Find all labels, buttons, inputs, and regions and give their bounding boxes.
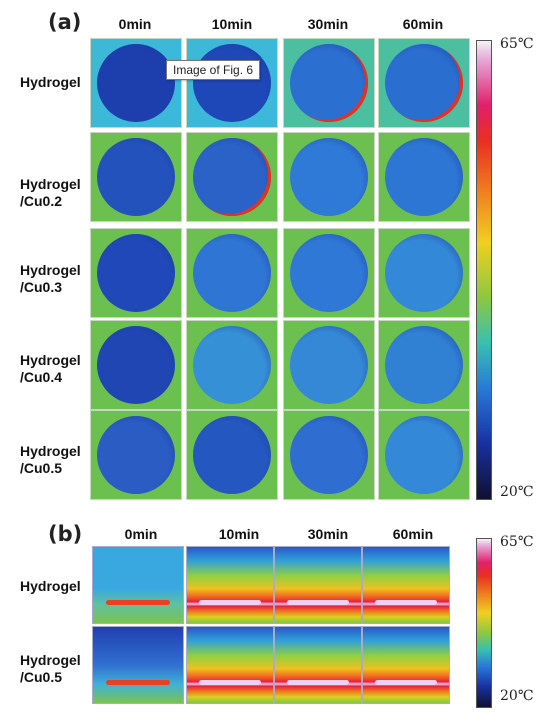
- thermal-image-a-r4-c1: [186, 410, 278, 500]
- sample-disc: [385, 416, 463, 494]
- heating-strip: [375, 600, 437, 606]
- col-label-b-2: 30min: [307, 526, 349, 542]
- thermal-image-a-r3-c3: [378, 320, 470, 410]
- sample-disc: [385, 138, 463, 216]
- row-label-a-3: Hydrogel/Cu0.4: [20, 352, 81, 385]
- thermal-image-a-r4-c0: [90, 410, 182, 500]
- colorbar-b: [476, 538, 492, 708]
- colorbar-b-min: 20℃: [500, 688, 534, 704]
- side-thermal-image-b-r0-c0: [92, 546, 184, 624]
- heating-strip: [199, 600, 261, 606]
- sample-disc: [290, 44, 368, 122]
- heating-strip: [375, 680, 437, 686]
- sample-disc: [97, 234, 175, 312]
- thermal-image-a-r4-c2: [283, 410, 375, 500]
- col-label-b-1: 10min: [218, 526, 260, 542]
- side-thermal-image-b-r0-c2: [274, 546, 362, 624]
- colorbar-b-max: 65℃: [500, 534, 534, 550]
- sample-disc: [290, 234, 368, 312]
- row-label-b-0: Hydrogel: [20, 578, 81, 594]
- sample-disc: [290, 326, 368, 404]
- heating-strip: [105, 600, 171, 606]
- sample-disc: [193, 416, 271, 494]
- side-thermal-image-b-r0-c1: [186, 546, 274, 624]
- thermal-image-a-r0-c1: [186, 38, 278, 128]
- thermal-image-a-r3-c0: [90, 320, 182, 410]
- heating-strip: [287, 600, 349, 606]
- row-label-a-1: Hydrogel/Cu0.2: [20, 176, 81, 209]
- thermal-image-a-r3-c1: [186, 320, 278, 410]
- sample-disc: [97, 326, 175, 404]
- col-label-a-1: 10min: [211, 16, 253, 32]
- image-tooltip: Image of Fig. 6: [166, 60, 261, 80]
- heating-strip: [199, 680, 261, 686]
- row-label-b-1: Hydrogel/Cu0.5: [20, 652, 81, 685]
- sample-disc: [385, 234, 463, 312]
- sample-disc: [385, 326, 463, 404]
- sample-disc: [97, 44, 175, 122]
- side-thermal-image-b-r1-c3: [362, 626, 450, 704]
- side-thermal-image-b-r1-c2: [274, 626, 362, 704]
- sample-disc: [97, 138, 175, 216]
- thermal-image-a-r0-c0: [90, 38, 182, 128]
- thermal-image-a-r0-c3: [378, 38, 470, 128]
- thermal-image-a-r3-c2: [283, 320, 375, 410]
- sample-disc: [385, 44, 463, 122]
- side-thermal-image-b-r1-c0: [92, 626, 184, 704]
- side-thermal-image-b-r0-c3: [362, 546, 450, 624]
- row-label-a-2: Hydrogel/Cu0.3: [20, 262, 81, 295]
- sample-disc: [193, 44, 271, 122]
- colorbar-a-max: 65℃: [500, 36, 534, 52]
- sample-disc: [97, 416, 175, 494]
- thermal-image-a-r2-c0: [90, 228, 182, 318]
- col-label-a-0: 0min: [118, 16, 152, 32]
- colorbar-a: [476, 40, 492, 500]
- thermal-image-a-r0-c2: [283, 38, 375, 128]
- thermal-image-a-r1-c3: [378, 132, 470, 222]
- side-thermal-image-b-r1-c1: [186, 626, 274, 704]
- sample-disc: [193, 234, 271, 312]
- thermal-image-a-r4-c3: [378, 410, 470, 500]
- col-label-a-3: 60min: [402, 16, 444, 32]
- panel-a-label: (a): [48, 10, 82, 34]
- panel-b-label: (b): [48, 522, 83, 546]
- thermal-image-a-r2-c2: [283, 228, 375, 318]
- heating-strip: [287, 680, 349, 686]
- thermal-image-a-r1-c1: [186, 132, 278, 222]
- thermal-image-a-r2-c3: [378, 228, 470, 318]
- sample-disc: [193, 138, 271, 216]
- col-label-a-2: 30min: [307, 16, 349, 32]
- col-label-b-0: 0min: [124, 526, 158, 542]
- sample-disc: [193, 326, 271, 404]
- sample-disc: [290, 416, 368, 494]
- thermal-image-a-r2-c1: [186, 228, 278, 318]
- sample-disc: [290, 138, 368, 216]
- row-label-a-0: Hydrogel: [20, 74, 81, 90]
- col-label-b-3: 60min: [392, 526, 434, 542]
- heating-strip: [105, 680, 171, 686]
- thermal-image-a-r1-c0: [90, 132, 182, 222]
- row-label-a-4: Hydrogel/Cu0.5: [20, 443, 81, 476]
- thermal-image-a-r1-c2: [283, 132, 375, 222]
- colorbar-a-min: 20℃: [500, 484, 534, 500]
